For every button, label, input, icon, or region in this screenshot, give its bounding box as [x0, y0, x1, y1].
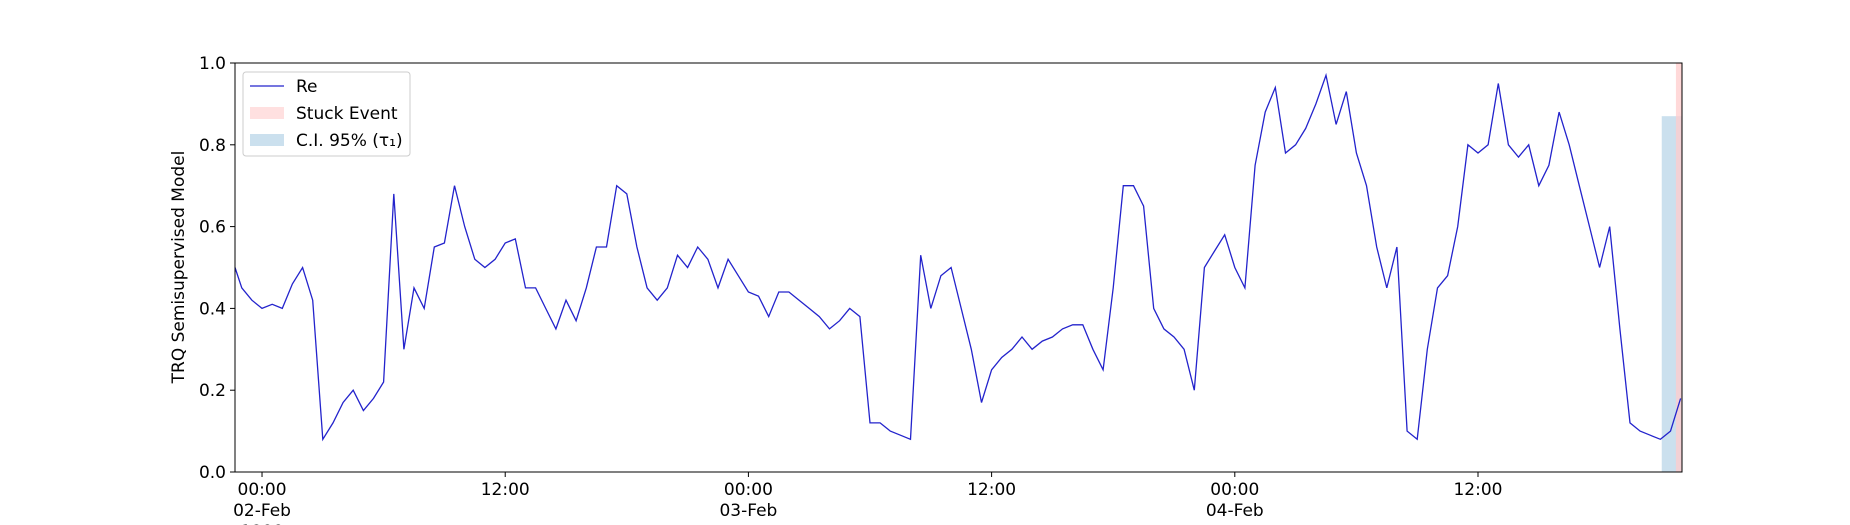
x-tick-label: 1900: [240, 522, 283, 525]
x-tick-label: 00:00: [724, 480, 773, 500]
y-tick-label: 0.6: [199, 218, 226, 238]
span: [1675, 63, 1682, 472]
legend-label: Stuck Event: [296, 104, 398, 124]
x-tick-label: 03-Feb: [719, 501, 777, 521]
legend-label: C.I. 95% (τ₁): [296, 131, 403, 151]
x-tick-label: 02-Feb: [233, 501, 291, 521]
y-tick-label: 0.2: [199, 381, 226, 401]
legend-label: Re: [296, 77, 318, 97]
x-tick-label: 12:00: [967, 480, 1016, 500]
x-tick-label: 12:00: [481, 480, 530, 500]
y-tick-label: 0.0: [199, 463, 226, 483]
legend-box: [242, 71, 411, 157]
y-tick-label: 1.0: [199, 54, 226, 74]
legend-swatch: [250, 134, 284, 146]
legend-swatch: [250, 107, 284, 119]
x-tick-label: 04-Feb: [1206, 501, 1264, 521]
y-tick-label: 0.4: [199, 299, 226, 319]
x-tick-label: 12:00: [1453, 480, 1502, 500]
axes-frame: [234, 62, 1683, 473]
line: [234, 72, 1682, 442]
y-axis-label: TRQ Semisupervised Model: [169, 151, 189, 385]
x-tick-label: 00:00: [238, 480, 287, 500]
y-tick-label: 0.8: [199, 136, 226, 156]
legend: Re Stuck Event C.I. 95% (τ₁): [242, 71, 411, 157]
x-tick-label: 00:00: [1210, 480, 1259, 500]
